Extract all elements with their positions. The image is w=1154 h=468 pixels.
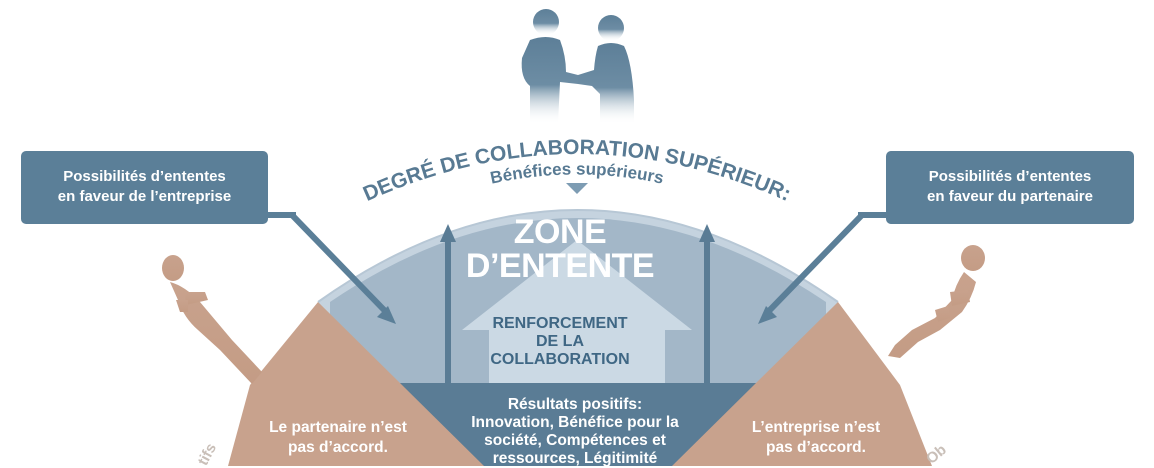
up-arrow-left bbox=[440, 224, 456, 384]
results-line3: société, Compétences et bbox=[484, 432, 666, 449]
house-text-line1: RENFORCEMENT bbox=[492, 315, 628, 332]
left-callout-pointer bbox=[266, 212, 396, 324]
left-side-line1: Le partenaire n’est bbox=[269, 419, 407, 436]
callout-left-line2: en faveur de l’entreprise bbox=[57, 188, 232, 205]
right-callout-pointer bbox=[758, 212, 888, 324]
handshake-people-icon bbox=[521, 9, 634, 124]
callout-right-line2: en faveur du partenaire bbox=[927, 188, 1093, 205]
house-text-line3: COLLABORATION bbox=[490, 351, 630, 368]
house-text-line2: DE LA bbox=[536, 333, 584, 350]
left-sand-slope bbox=[228, 302, 484, 466]
arc-marker-triangle bbox=[566, 183, 588, 194]
right-side-line1: L’entreprise n’est bbox=[751, 419, 881, 436]
right-side-line2: pas d’accord. bbox=[766, 439, 866, 456]
right-sand-slope bbox=[672, 302, 932, 466]
results-line1: Résultats positifs: bbox=[507, 396, 643, 413]
reinforcement-house-arrow bbox=[462, 240, 692, 383]
callout-left-line1: Possibilités d’ententes bbox=[63, 168, 226, 185]
right-pushing-figure-icon bbox=[888, 245, 985, 358]
results-line2: Innovation, Bénéfice pour la bbox=[471, 414, 679, 431]
callout-right-line1: Possibilités d’ententes bbox=[928, 168, 1092, 185]
left-side-line2: pas d’accord. bbox=[288, 439, 388, 456]
up-arrow-right bbox=[699, 224, 715, 384]
arc-edge bbox=[317, 209, 839, 303]
left-pushing-figure-icon bbox=[162, 255, 262, 384]
callout-partner-favor: Possibilités d’ententes en faveur du par… bbox=[886, 151, 1134, 224]
zone-title-line2: D’ENTENTE bbox=[465, 247, 655, 285]
zone-title-line1: ZONE bbox=[513, 213, 607, 251]
callout-company-favor: Possibilités d’ententes en faveur de l’e… bbox=[21, 151, 268, 224]
results-line4: ressources, Légitimité bbox=[492, 450, 658, 467]
